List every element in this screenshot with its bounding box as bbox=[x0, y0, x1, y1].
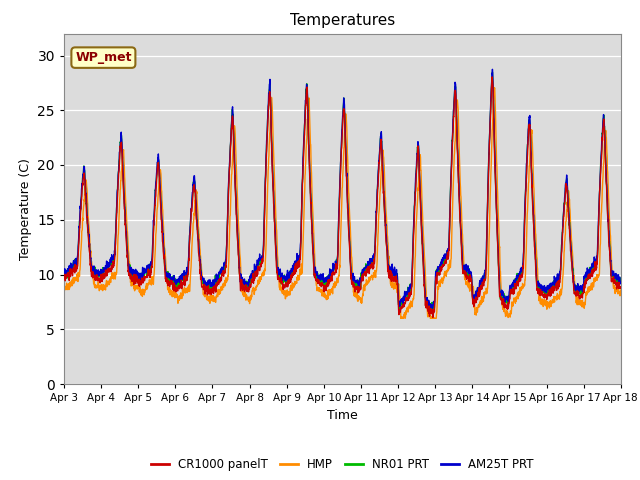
Legend: CR1000 panelT, HMP, NR01 PRT, AM25T PRT: CR1000 panelT, HMP, NR01 PRT, AM25T PRT bbox=[147, 453, 538, 475]
Text: WP_met: WP_met bbox=[75, 51, 132, 64]
X-axis label: Time: Time bbox=[327, 408, 358, 421]
Y-axis label: Temperature (C): Temperature (C) bbox=[19, 158, 32, 260]
Title: Temperatures: Temperatures bbox=[290, 13, 395, 28]
